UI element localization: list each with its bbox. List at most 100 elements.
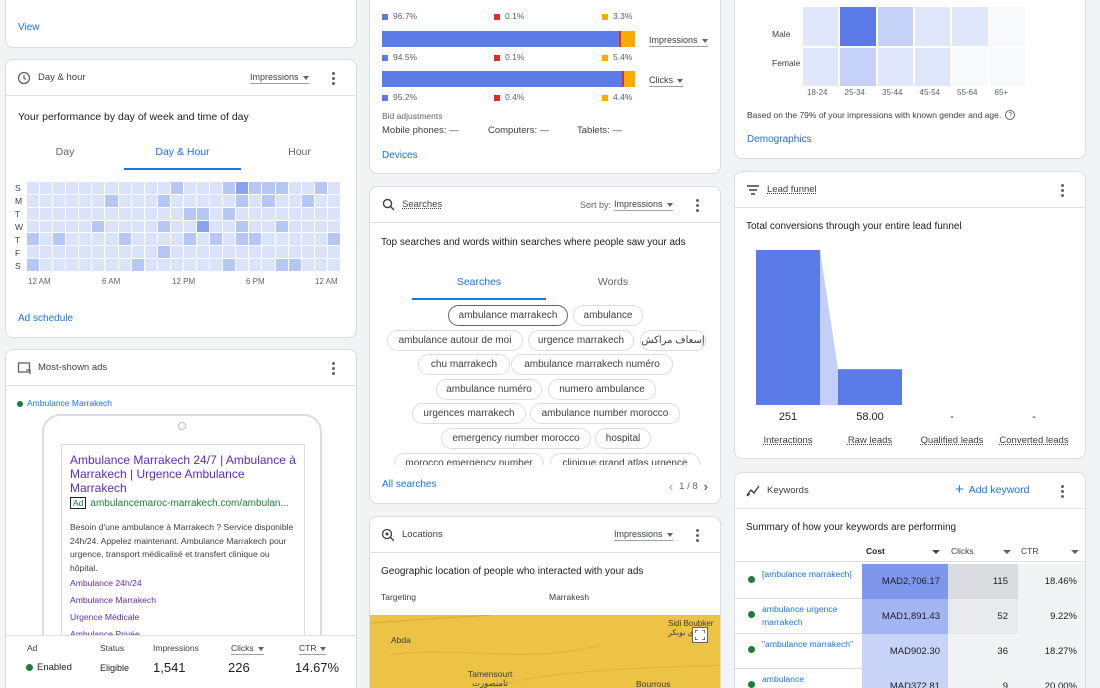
heatmap-cell[interactable] (262, 259, 275, 271)
heatmap-cell[interactable] (92, 246, 105, 259)
heatmap-cell[interactable] (27, 194, 40, 207)
day-hour-metric-dropdown[interactable]: Impressions (250, 72, 309, 84)
heatmap-cell[interactable] (92, 207, 105, 220)
table-row[interactable]: ambulance MAD372.81 9 20.00% (735, 669, 1085, 688)
heatmap-cell[interactable] (183, 207, 197, 220)
help-icon[interactable]: ? (1005, 110, 1016, 120)
heatmap-cell[interactable] (301, 207, 314, 220)
device-bar[interactable] (382, 31, 635, 47)
heatmap-cell[interactable] (262, 194, 275, 207)
heatmap-cell[interactable] (210, 194, 223, 207)
keyword-text[interactable]: ambulance (762, 674, 805, 684)
heatmap-cell[interactable] (236, 182, 249, 194)
heatmap-cell[interactable] (105, 182, 118, 194)
heatmap-cell[interactable] (144, 233, 157, 246)
demographics-cell[interactable] (952, 7, 988, 46)
heatmap-cell[interactable] (314, 259, 327, 271)
heatmap-cell[interactable] (92, 259, 105, 271)
heatmap-cell[interactable] (301, 233, 314, 246)
heatmap-cell[interactable] (53, 207, 66, 220)
heatmap-cell[interactable] (144, 194, 157, 207)
heatmap-cell[interactable] (66, 259, 79, 271)
table-row[interactable]: "ambulance marrakech" MAD902.30 36 18.27% (735, 634, 1085, 669)
heatmap-cell[interactable] (92, 233, 105, 246)
stat-clicks-header[interactable]: Clicks (231, 643, 264, 655)
locations-more-icon[interactable] (696, 529, 700, 542)
devices-link[interactable]: Devices (382, 150, 418, 161)
heatmap-cell[interactable] (314, 220, 327, 233)
demographics-cell[interactable] (877, 47, 913, 86)
col-ctr[interactable]: CTR (1021, 546, 1079, 556)
heatmap-cell[interactable] (79, 233, 92, 246)
search-chip[interactable]: emergency number morocco (441, 428, 591, 449)
heatmap-cell[interactable] (105, 220, 118, 233)
demographics-link[interactable]: Demographics (747, 134, 812, 145)
heatmap-cell[interactable] (236, 207, 249, 220)
heatmap-cell[interactable] (40, 246, 53, 259)
heatmap-cell[interactable] (118, 220, 131, 233)
heatmap-cell[interactable] (170, 194, 183, 207)
sitelink[interactable]: Ambulance Privée (70, 629, 140, 639)
heatmap-cell[interactable] (53, 259, 66, 271)
heatmap-cell[interactable] (40, 194, 53, 207)
heatmap-cell[interactable] (301, 246, 314, 259)
heatmap-cell[interactable] (236, 259, 249, 271)
heatmap-cell[interactable] (79, 182, 92, 194)
heatmap-cell[interactable] (105, 246, 118, 259)
heatmap-cell[interactable] (157, 194, 170, 207)
heatmap-cell[interactable] (236, 233, 249, 246)
tab-day-hour[interactable]: Day & Hour (124, 146, 241, 170)
heatmap-cell[interactable] (275, 207, 288, 220)
heatmap-cell[interactable] (157, 220, 170, 233)
demographics-cell[interactable] (989, 7, 1025, 46)
heatmap-cell[interactable] (327, 220, 340, 233)
heatmap-cell[interactable] (249, 233, 262, 246)
heatmap-cell[interactable] (131, 194, 144, 207)
search-chip[interactable]: ambulance marrakech (448, 305, 568, 326)
heatmap-cell[interactable] (249, 246, 262, 259)
heatmap-cell[interactable] (210, 259, 223, 271)
heatmap-cell[interactable] (131, 182, 144, 194)
heatmap-cell[interactable] (183, 220, 197, 233)
heatmap-cell[interactable] (197, 259, 210, 271)
heatmap-cell[interactable] (53, 194, 66, 207)
heatmap-cell[interactable] (131, 246, 144, 259)
heatmap-cell[interactable] (40, 220, 53, 233)
search-chip[interactable]: morocco emergency number (394, 453, 544, 465)
ad-schedule-link[interactable]: Ad schedule (18, 313, 74, 324)
search-chip[interactable]: clinique grand atlas urgence (550, 453, 700, 465)
heatmap-cell[interactable] (183, 182, 197, 194)
heatmap-cell[interactable] (131, 207, 144, 220)
heatmap-cell[interactable] (144, 207, 157, 220)
heatmap-cell[interactable] (157, 233, 170, 246)
funnel-category[interactable]: Raw leads (847, 435, 893, 446)
heatmap-cell[interactable] (79, 220, 92, 233)
demographics-cell[interactable] (803, 7, 839, 46)
locations-metric-dropdown[interactable]: Impressions (614, 529, 673, 541)
heatmap-cell[interactable] (223, 220, 236, 233)
heatmap-cell[interactable] (301, 194, 314, 207)
heatmap-cell[interactable] (223, 182, 236, 194)
demographics-cell[interactable] (840, 7, 876, 46)
heatmap-cell[interactable] (262, 233, 275, 246)
view-link[interactable]: View (18, 22, 40, 33)
heatmap-cell[interactable] (288, 246, 301, 259)
heatmap-cell[interactable] (79, 246, 92, 259)
heatmap-cell[interactable] (275, 194, 288, 207)
heatmap-cell[interactable] (275, 246, 288, 259)
heatmap-cell[interactable] (170, 207, 183, 220)
heatmap-cell[interactable] (327, 194, 340, 207)
heatmap-cell[interactable] (144, 182, 157, 194)
heatmap-cell[interactable] (301, 182, 314, 194)
heatmap-cell[interactable] (197, 246, 210, 259)
keyword-text[interactable]: "ambulance marrakech" (762, 639, 854, 649)
funnel-bar[interactable] (838, 369, 902, 405)
heatmap-cell[interactable] (327, 233, 340, 246)
heatmap-cell[interactable] (144, 246, 157, 259)
heatmap-cell[interactable] (197, 233, 210, 246)
keyword-text[interactable]: [ambulance marrakech] (762, 569, 852, 579)
heatmap-cell[interactable] (157, 207, 170, 220)
device-metric-dropdown[interactable]: Clicks (649, 75, 683, 87)
heatmap-cell[interactable] (27, 259, 40, 271)
heatmap-cell[interactable] (314, 246, 327, 259)
